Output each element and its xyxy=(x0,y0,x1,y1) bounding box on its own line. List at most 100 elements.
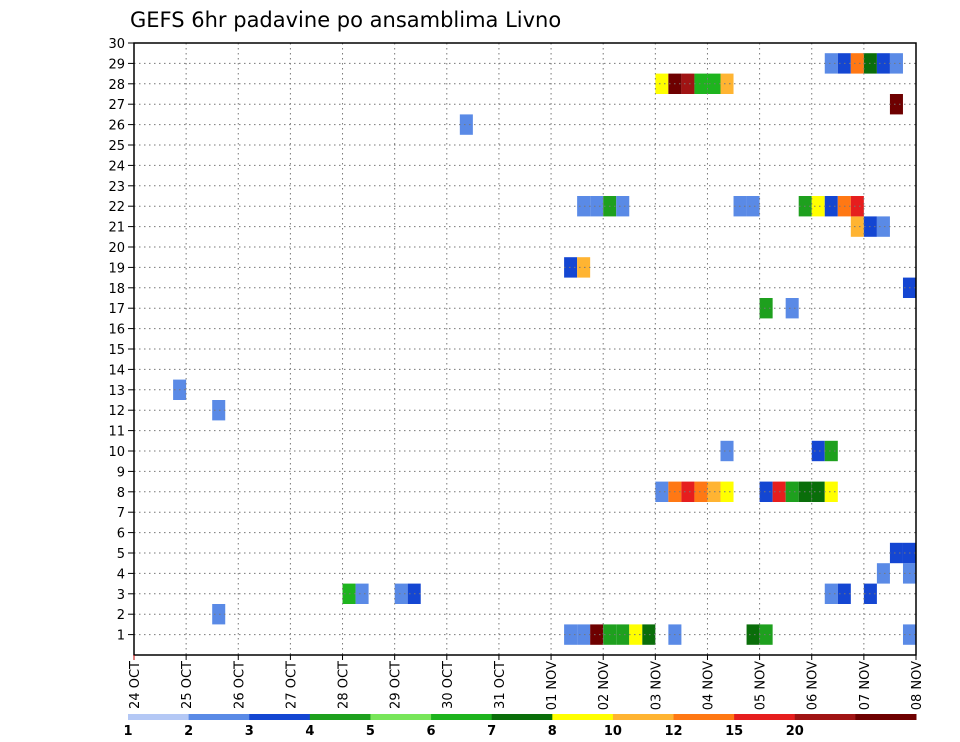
data-cell xyxy=(889,542,903,564)
y-tick-label: 29 xyxy=(108,57,125,72)
data-cell xyxy=(785,481,799,502)
data-cell xyxy=(746,624,760,645)
data-cell xyxy=(590,624,604,645)
data-cell xyxy=(720,73,734,94)
legend-swatch xyxy=(612,714,675,720)
data-cell xyxy=(707,73,721,94)
data-cell xyxy=(655,481,669,502)
data-cell xyxy=(889,94,903,115)
data-cell xyxy=(876,53,890,74)
y-tick-label: 2 xyxy=(117,608,125,623)
y-tick-label: 10 xyxy=(108,445,125,460)
data-cell xyxy=(720,440,734,462)
y-tick-label: 14 xyxy=(108,363,125,378)
x-tick-label: 30 OCT xyxy=(441,661,456,709)
y-tick-label: 12 xyxy=(108,404,125,419)
y-tick-label: 3 xyxy=(117,588,125,603)
x-tick-label: 29 OCT xyxy=(389,661,404,709)
legend-swatch xyxy=(370,714,432,720)
data-cell xyxy=(577,257,591,278)
y-tick-label: 21 xyxy=(108,221,125,236)
legend-swatch xyxy=(552,714,614,720)
x-tick-label: 31 OCT xyxy=(493,661,508,709)
color-legend: 1 2 3 4 5 6 7 8 10 12 15 20 xyxy=(123,714,917,739)
x-tick-label: 01 NOV xyxy=(545,661,560,710)
data-cell xyxy=(889,53,903,74)
y-tick-label: 28 xyxy=(108,78,125,93)
legend-swatch xyxy=(491,714,553,720)
x-tick-label: 07 NOV xyxy=(858,661,873,710)
data-cell xyxy=(564,624,578,645)
x-tick-label: 03 NOV xyxy=(649,661,664,710)
legend-swatch xyxy=(431,714,493,720)
x-tick-label: 04 NOV xyxy=(701,661,716,710)
data-cell xyxy=(564,257,578,278)
data-cell xyxy=(694,481,708,502)
data-cell xyxy=(694,73,708,94)
x-tick-label: 02 NOV xyxy=(597,661,612,710)
data-cell xyxy=(811,196,825,217)
y-tick-label: 23 xyxy=(108,180,125,195)
legend-label: 2 xyxy=(184,724,193,739)
data-cell xyxy=(707,481,721,502)
legend-label: 3 xyxy=(245,724,254,739)
y-tick-label: 4 xyxy=(117,567,125,582)
x-axis: 24 OCT 25 OCT 26 OCT 27 OCT 28 OCT 29 OCT 30 O… xyxy=(128,655,925,710)
legend-label: 15 xyxy=(725,724,743,739)
data-cell xyxy=(824,583,838,604)
y-tick-label: 9 xyxy=(117,465,125,480)
y-tick-label: 6 xyxy=(117,527,125,542)
y-tick-label: 19 xyxy=(108,261,125,276)
legend-swatch xyxy=(794,714,856,720)
y-tick-label: 22 xyxy=(108,200,125,215)
legend-swatch xyxy=(734,714,796,720)
y-tick-label: 26 xyxy=(108,119,125,134)
x-tick-label: 24 OCT xyxy=(128,661,143,709)
data-cell xyxy=(616,196,630,217)
legend-swatch xyxy=(188,714,250,720)
x-tick-label: 06 NOV xyxy=(806,661,821,710)
x-tick-label: 05 NOV xyxy=(754,661,769,710)
data-cell xyxy=(824,440,838,462)
data-cell xyxy=(590,196,604,217)
y-tick-label: 27 xyxy=(108,98,125,113)
data-cell xyxy=(681,481,695,502)
data-cell xyxy=(850,53,864,74)
legend-swatch xyxy=(309,714,371,720)
y-tick-label: 7 xyxy=(117,506,125,521)
legend-swatch xyxy=(673,714,735,720)
y-tick-label: 17 xyxy=(108,302,125,317)
y-tick-label: 16 xyxy=(108,323,125,338)
y-axis: 1234567891011121314151617181920212223242… xyxy=(108,37,134,644)
legend-swatch xyxy=(249,714,311,720)
legend-label: 7 xyxy=(487,724,496,739)
x-tick-label: 25 OCT xyxy=(180,661,195,709)
data-cell xyxy=(655,73,669,94)
x-tick-label: 28 OCT xyxy=(337,661,352,709)
data-cell xyxy=(577,196,591,217)
data-cell xyxy=(212,604,226,625)
data-cell xyxy=(212,400,226,421)
data-cell xyxy=(811,440,825,462)
y-tick-label: 15 xyxy=(108,343,125,358)
legend-label: 8 xyxy=(548,724,557,739)
y-tick-label: 13 xyxy=(108,384,125,399)
y-tick-label: 1 xyxy=(117,629,125,644)
data-cell xyxy=(459,114,473,135)
legend-label: 5 xyxy=(366,724,375,739)
y-tick-label: 11 xyxy=(108,425,125,440)
y-tick-label: 5 xyxy=(117,547,125,562)
data-cell xyxy=(824,53,838,74)
y-tick-label: 8 xyxy=(117,486,125,501)
legend-swatch xyxy=(128,714,190,720)
legend-label: 1 xyxy=(123,724,132,739)
data-cell xyxy=(681,73,695,94)
data-cell xyxy=(642,624,656,645)
y-tick-label: 30 xyxy=(108,37,125,52)
y-tick-label: 18 xyxy=(108,282,125,297)
data-cell xyxy=(616,624,630,645)
data-cell xyxy=(850,216,864,237)
grid-lines xyxy=(134,42,916,655)
x-tick-label: 08 NOV xyxy=(910,661,925,710)
